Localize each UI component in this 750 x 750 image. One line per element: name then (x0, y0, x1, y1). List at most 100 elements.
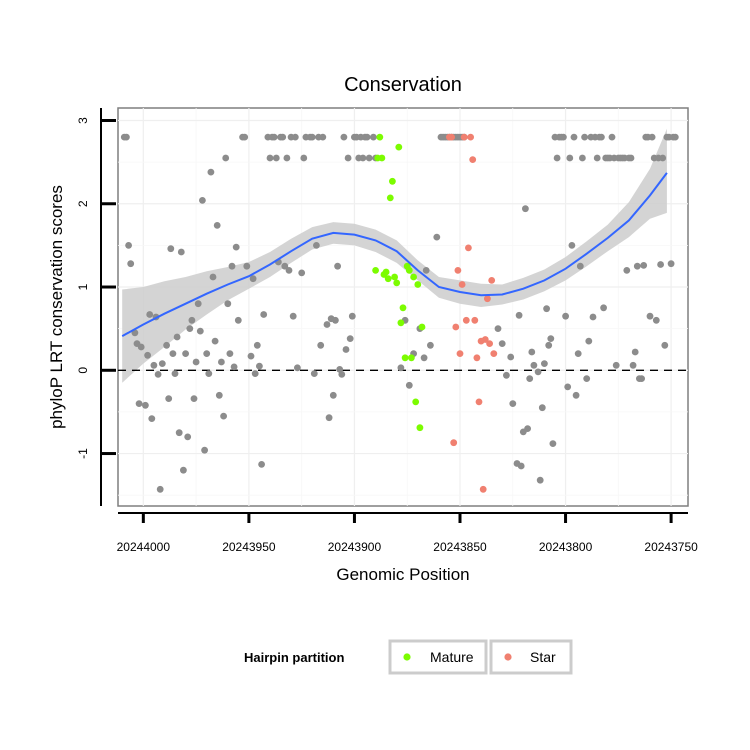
point-other-39 (209, 273, 217, 281)
axes-layer: 20244000 20243950 20243900 20243850 20243800… (76, 108, 698, 554)
point-star-14 (475, 398, 483, 406)
point-other-199 (648, 133, 656, 141)
point-other-30 (190, 395, 198, 402)
point-other-34 (199, 197, 206, 204)
point-other-25 (180, 466, 187, 474)
point-other-37 (205, 370, 213, 377)
point-mature-14 (401, 354, 409, 362)
point-other-88 (325, 414, 333, 422)
point-other-86 (319, 133, 327, 141)
point-other-169 (585, 337, 593, 345)
point-other-85 (317, 341, 325, 349)
point-other-164 (574, 350, 582, 357)
legend-key-star-icon (504, 653, 512, 661)
point-other-6 (135, 400, 143, 407)
point-other-150 (545, 341, 553, 349)
point-other-29 (188, 316, 196, 324)
point-mature-19 (412, 398, 420, 406)
point-other-57 (251, 370, 259, 377)
point-other-204 (659, 154, 667, 162)
point-other-182 (612, 361, 620, 369)
x-tick-label-1: 20243950 (222, 540, 276, 554)
point-other-152 (549, 440, 557, 447)
point-other-133 (503, 371, 510, 379)
point-other-203 (657, 261, 664, 268)
point-mature-18 (410, 273, 417, 281)
point-other-19 (167, 245, 175, 253)
point-other-144 (530, 361, 538, 369)
point-other-166 (579, 154, 586, 162)
point-other-187 (623, 267, 631, 274)
point-other-149 (543, 305, 550, 313)
point-other-9 (144, 351, 152, 359)
point-star-17 (481, 336, 489, 343)
point-other-27 (184, 433, 192, 441)
point-other-134 (507, 353, 515, 361)
point-other-148 (541, 360, 548, 367)
point-other-3 (127, 260, 135, 268)
point-star-13 (473, 354, 481, 362)
point-other-18 (165, 395, 173, 402)
point-other-95 (340, 133, 348, 141)
point-star-19 (486, 340, 493, 347)
point-star-2 (450, 439, 458, 447)
point-other-159 (564, 383, 572, 391)
point-other-14 (154, 371, 162, 378)
point-other-82 (310, 370, 318, 377)
point-other-49 (230, 363, 238, 371)
point-other-77 (298, 269, 306, 277)
point-other-43 (218, 358, 225, 366)
point-other-54 (243, 262, 251, 270)
point-other-201 (652, 316, 660, 324)
y-tick-label-4: 3 (76, 117, 90, 124)
point-other-78 (300, 154, 308, 162)
point-other-53 (241, 133, 249, 141)
point-other-132 (498, 340, 506, 347)
point-other-33 (196, 327, 204, 335)
point-other-173 (593, 154, 601, 162)
point-other-87 (323, 321, 331, 328)
point-other-180 (608, 133, 616, 141)
point-mature-9 (391, 273, 398, 281)
point-other-23 (175, 429, 183, 437)
point-other-90 (329, 391, 337, 399)
y-axis-title: phyloP LRT conservation scores (47, 185, 66, 429)
point-other-83 (313, 242, 320, 249)
point-other-131 (494, 325, 502, 332)
y-tick-label-0: -1 (76, 448, 90, 459)
point-other-110 (397, 364, 405, 372)
legend-key-box-star (489, 639, 573, 675)
point-other-11 (148, 415, 156, 422)
point-other-138 (517, 462, 525, 470)
point-other-55 (247, 352, 255, 360)
point-other-66 (272, 154, 280, 162)
smooth-line-layer (121, 172, 668, 337)
point-other-163 (572, 391, 580, 399)
point-star-21 (490, 350, 498, 357)
point-other-117 (427, 341, 434, 349)
y-tick-label-2: 1 (76, 283, 90, 290)
point-other-165 (576, 262, 584, 270)
point-mature-0 (372, 267, 379, 274)
point-other-61 (260, 311, 268, 318)
point-other-17 (163, 341, 171, 349)
point-other-157 (560, 133, 567, 141)
point-star-16 (479, 485, 487, 493)
legend-key-mature-icon (403, 653, 411, 661)
point-star-12 (471, 316, 479, 324)
point-other-60 (258, 461, 265, 468)
point-mature-8 (389, 177, 396, 185)
point-other-1 (123, 133, 130, 141)
point-mature-20 (414, 281, 422, 288)
point-other-45 (222, 154, 230, 162)
point-mature-12 (397, 319, 405, 327)
point-other-92 (334, 262, 341, 270)
point-other-50 (232, 243, 240, 251)
point-other-70 (281, 262, 289, 270)
x-tick-label-5: 20243750 (644, 540, 698, 554)
point-mature-2 (376, 133, 384, 141)
point-other-146 (536, 476, 544, 484)
legend-label-mature: Mature (430, 649, 474, 665)
point-other-36 (203, 350, 211, 357)
